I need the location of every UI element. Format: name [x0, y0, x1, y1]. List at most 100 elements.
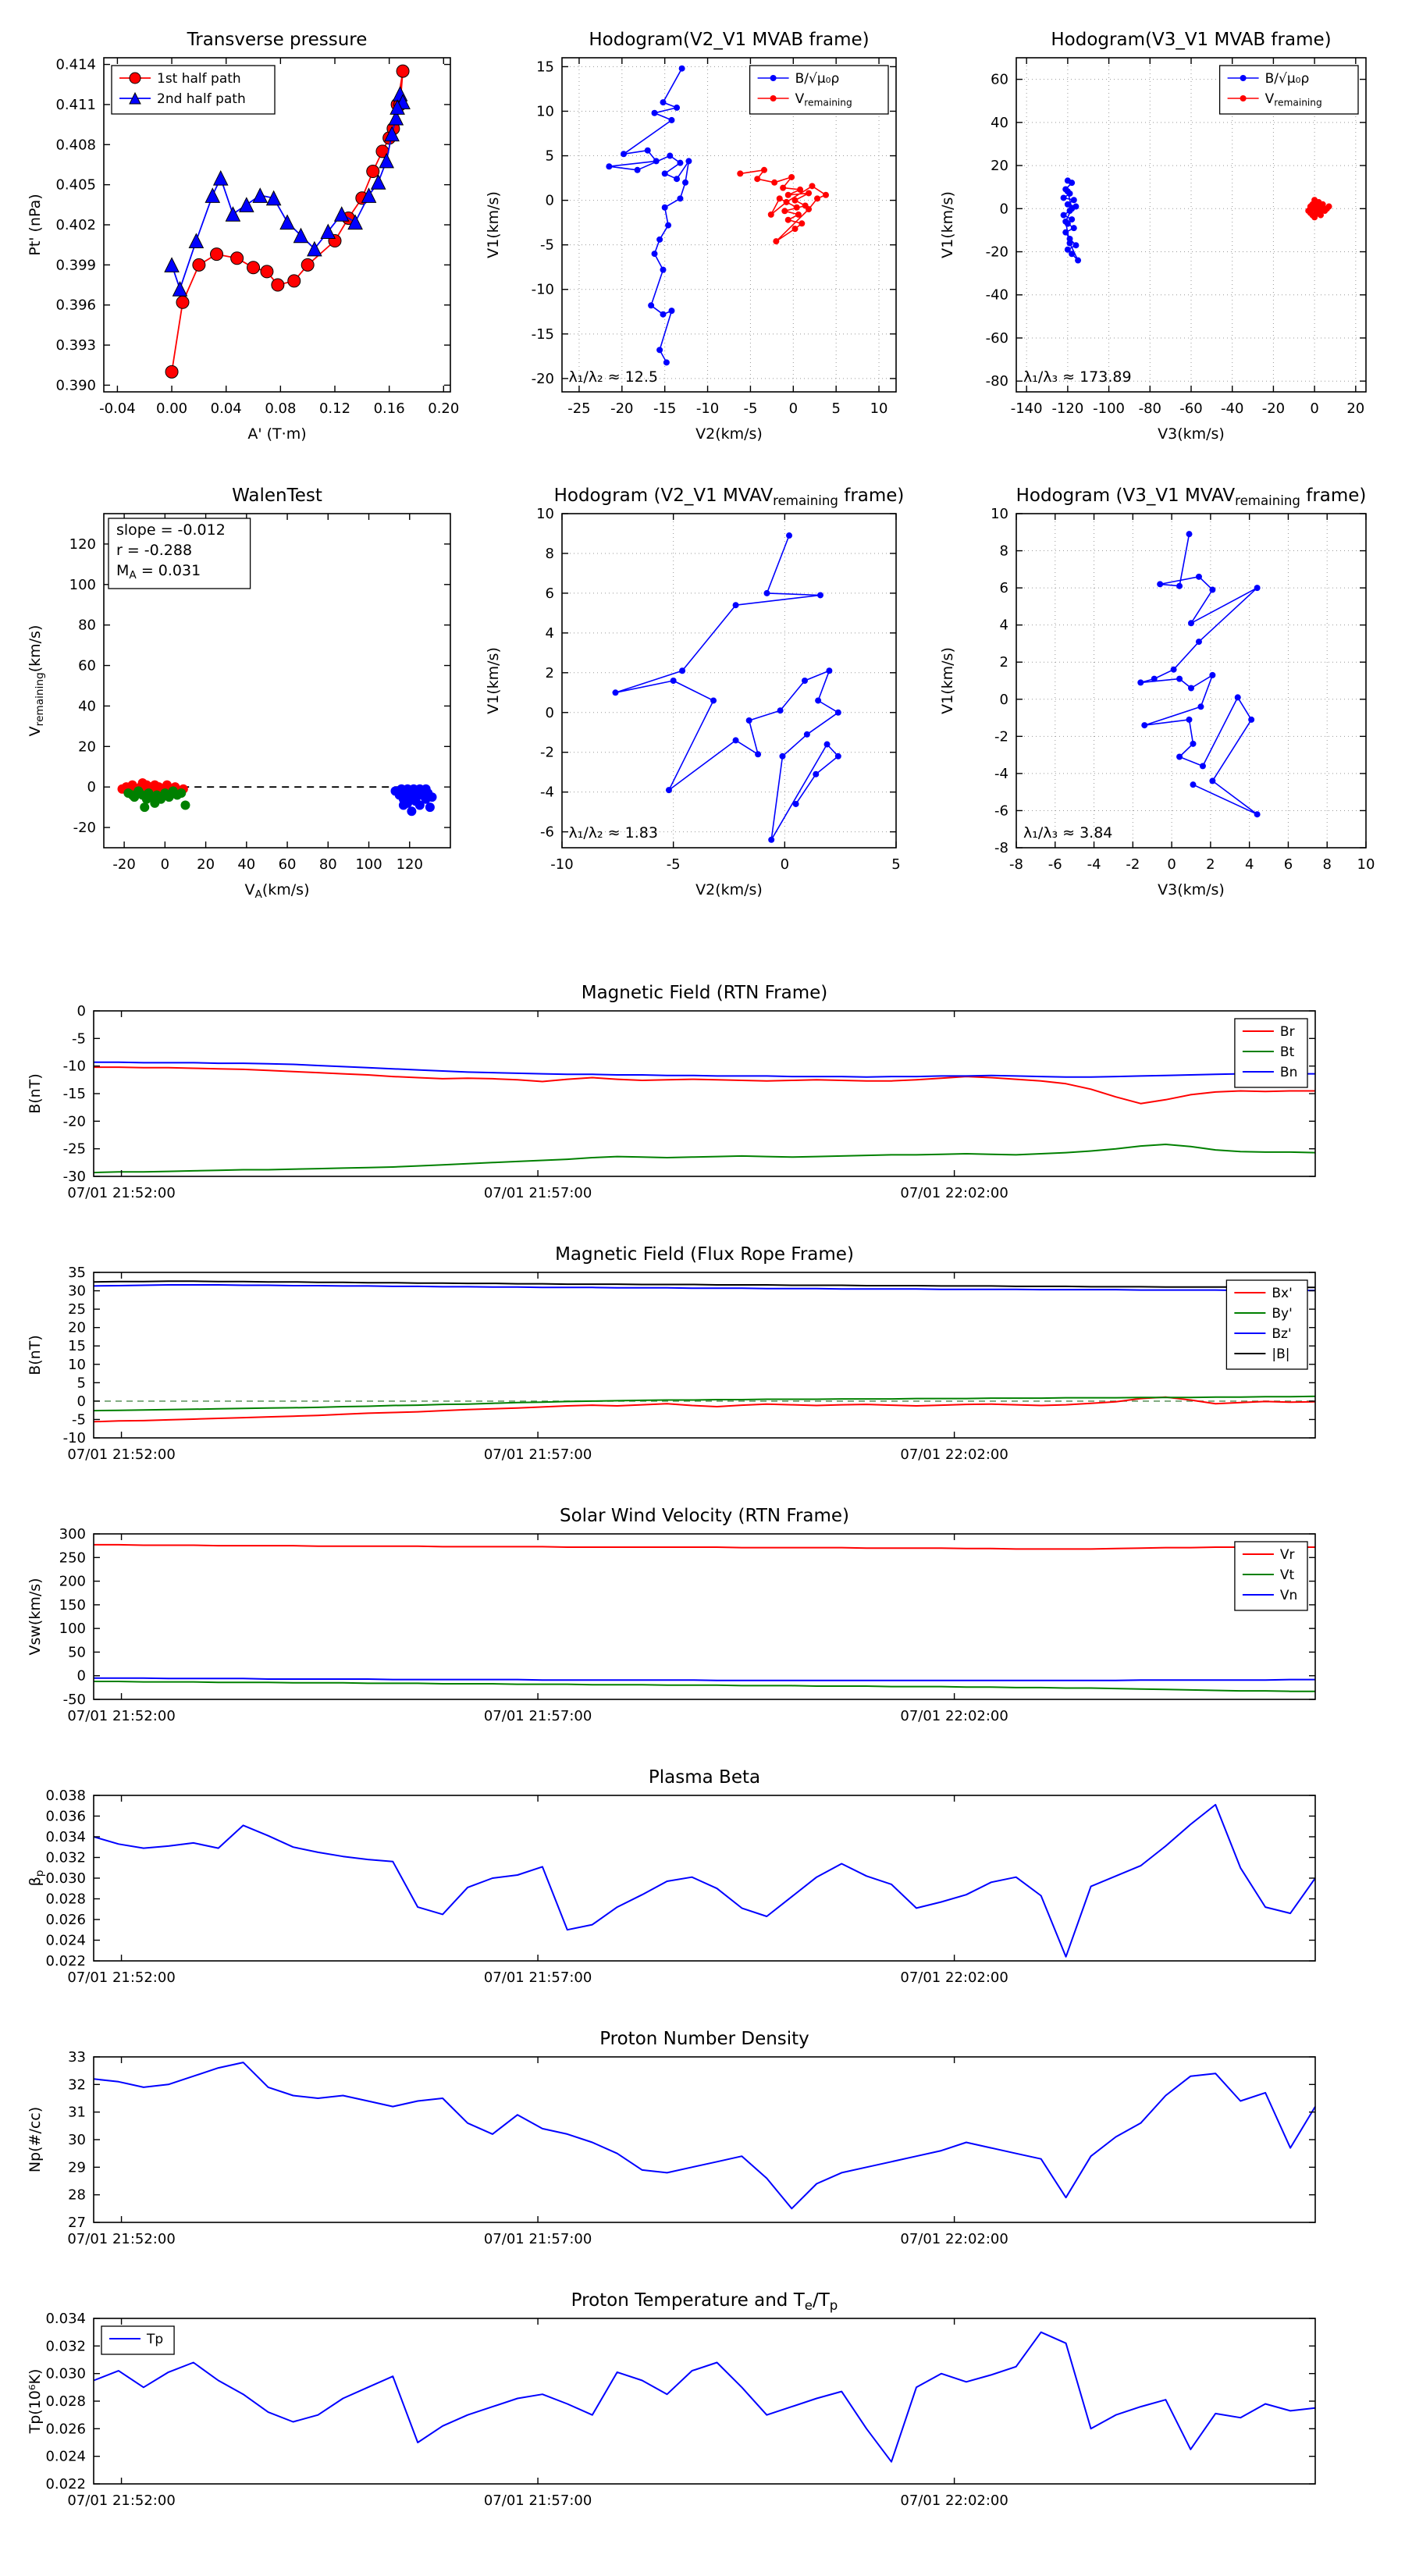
svg-text:0.034: 0.034 [45, 1829, 86, 1845]
svg-text:Bz': Bz' [1272, 1326, 1291, 1342]
axes-ticks: 07/01 21:52:00 07/01 21:57:00 07/01 22:02:… [45, 1788, 1315, 1986]
svg-text:0.414: 0.414 [55, 57, 96, 73]
svg-text:6: 6 [1000, 580, 1008, 596]
svg-text:0.405: 0.405 [55, 177, 96, 194]
svg-text:0: 0 [77, 1003, 86, 1019]
svg-text:-5: -5 [540, 237, 554, 254]
svg-text:0.024: 0.024 [45, 1933, 86, 1949]
axes-ticks: 07/01 21:52:00 07/01 21:57:00 07/01 22:02:… [63, 1265, 1315, 1463]
svg-text:Vt: Vt [1280, 1567, 1295, 1583]
svg-text:-5: -5 [72, 1030, 86, 1047]
svg-text:-30: -30 [63, 1169, 86, 1185]
svg-text:32: 32 [68, 2076, 86, 2093]
svg-text:MA = 0.031: MA = 0.031 [116, 562, 201, 582]
svg-text:V2(km/s): V2(km/s) [695, 425, 763, 443]
chart-canvas-proton-temperature: 07/01 21:52:00 07/01 21:57:00 07/01 22:02:… [27, 2290, 1316, 2509]
svg-text:Vn: Vn [1280, 1588, 1297, 1603]
svg-text:B/√μ₀ρ: B/√μ₀ρ [795, 71, 840, 87]
svg-text:30: 30 [68, 1283, 86, 1300]
chart-canvas-proton-number-density: 07/01 21:52:00 07/01 21:57:00 07/01 22:02:… [27, 2029, 1316, 2247]
svg-text:-100: -100 [1093, 400, 1125, 417]
svg-text:150: 150 [59, 1597, 86, 1614]
svg-text:0: 0 [77, 1668, 86, 1685]
axes-ticks: 07/01 21:52:00 07/01 21:57:00 07/01 22:02:… [63, 1003, 1315, 1201]
svg-text:5: 5 [891, 856, 900, 873]
svg-text:V1(km/s): V1(km/s) [939, 191, 956, 258]
svg-text:4: 4 [546, 625, 554, 642]
svg-text:Br: Br [1280, 1024, 1295, 1040]
svg-text:-60: -60 [986, 330, 1008, 347]
svg-text:10: 10 [68, 1357, 86, 1373]
svg-text:Plasma Beta: Plasma Beta [649, 1767, 760, 1788]
chart-transverse-pressure: -0.04 0.00 0.04 0.08 0.12 0.16 0.20 0.390 0.393 0… [20, 22, 466, 456]
svg-text:-6: -6 [994, 802, 1008, 819]
svg-text:V1(km/s): V1(km/s) [485, 191, 502, 258]
svg-text:B/√μ₀ρ: B/√μ₀ρ [1265, 71, 1310, 87]
svg-text:5: 5 [831, 400, 840, 417]
svg-text:λ₁/λ₂ ≈ 1.83: λ₁/λ₂ ≈ 1.83 [569, 824, 658, 841]
axes-ticks: -0.04 0.00 0.04 0.08 0.12 0.16 0.20 0.390 0.393 0… [55, 57, 459, 417]
svg-text:-80: -80 [1139, 400, 1161, 417]
svg-text:λ₁/λ₃ ≈ 173.89: λ₁/λ₃ ≈ 173.89 [1023, 368, 1132, 386]
svg-text:6: 6 [1284, 856, 1293, 873]
svg-text:40: 40 [991, 115, 1008, 131]
svg-text:80: 80 [319, 856, 337, 873]
svg-text:0.402: 0.402 [55, 217, 96, 233]
svg-text:0.399: 0.399 [55, 257, 96, 273]
svg-text:07/01 21:57:00: 07/01 21:57:00 [484, 1446, 592, 1463]
chart-proton-temperature: 07/01 21:52:00 07/01 21:57:00 07/01 22:02:… [20, 2287, 1387, 2531]
svg-text:-15: -15 [63, 1086, 86, 1102]
svg-text:0: 0 [1310, 400, 1318, 417]
svg-text:200: 200 [59, 1574, 86, 1590]
svg-text:0.030: 0.030 [45, 1870, 86, 1887]
svg-text:-20: -20 [1262, 400, 1285, 417]
svg-text:60: 60 [991, 72, 1008, 88]
svg-text:Tp(10⁶K): Tp(10⁶K) [27, 2369, 44, 2435]
svg-text:0.08: 0.08 [265, 400, 296, 417]
axes-ticks: -10 -5 0 5 -6 -4 -2 0 2 4 6 8 10 [536, 506, 901, 873]
svg-text:-8: -8 [994, 840, 1008, 856]
series-group [93, 1061, 1316, 1174]
svg-text:0.20: 0.20 [428, 400, 459, 417]
svg-text:5: 5 [77, 1375, 86, 1391]
svg-text:Hodogram(V2_V1 MVAB frame): Hodogram(V2_V1 MVAB frame) [589, 30, 869, 50]
svg-text:0.024: 0.024 [45, 2449, 86, 2465]
svg-text:-20: -20 [532, 371, 554, 387]
svg-text:07/01 21:52:00: 07/01 21:52:00 [67, 1185, 175, 1201]
svg-text:Bn: Bn [1280, 1065, 1297, 1080]
svg-text:λ₁/λ₃ ≈ 3.84: λ₁/λ₃ ≈ 3.84 [1023, 824, 1112, 841]
svg-text:0.036: 0.036 [45, 1809, 86, 1825]
svg-text:Pt' (nPa): Pt' (nPa) [27, 194, 44, 255]
svg-text:0.028: 0.028 [45, 1891, 86, 1908]
series-group [93, 2331, 1316, 2463]
svg-text:10: 10 [991, 506, 1008, 522]
svg-text:0.038: 0.038 [45, 1788, 86, 1804]
chart-plasma-beta: 07/01 21:52:00 07/01 21:57:00 07/01 22:02:… [20, 1764, 1387, 2008]
svg-text:WalenTest: WalenTest [232, 486, 322, 506]
svg-text:-50: -50 [63, 1692, 86, 1708]
svg-text:A' (T·m): A' (T·m) [247, 425, 306, 443]
svg-text:80: 80 [78, 617, 96, 634]
svg-text:-60: -60 [1179, 400, 1202, 417]
axes-ticks: -8 -6 -4 -2 0 2 4 6 8 10 -8 -6 -4 -2 0 2 4 6 8 10 [991, 506, 1375, 873]
chart-canvas-transverse-pressure: -0.04 0.00 0.04 0.08 0.12 0.16 0.20 0.390 0.393 0… [27, 30, 459, 443]
svg-text:-6: -6 [1048, 856, 1062, 873]
svg-text:250: 250 [59, 1550, 86, 1566]
svg-text:0: 0 [1000, 692, 1008, 708]
svg-text:-20: -20 [112, 856, 135, 873]
svg-text:29: 29 [68, 2159, 86, 2176]
svg-text:07/01 21:57:00: 07/01 21:57:00 [484, 2492, 592, 2509]
svg-text:0.032: 0.032 [45, 2338, 86, 2354]
svg-text:-25: -25 [63, 1141, 86, 1158]
svg-text:8: 8 [1000, 543, 1008, 560]
svg-text:-2: -2 [1126, 856, 1140, 873]
svg-text:-80: -80 [986, 373, 1008, 390]
svg-text:4: 4 [1245, 856, 1254, 873]
svg-text:0: 0 [1000, 201, 1008, 217]
chart-magnetic-field-rtn: 07/01 21:52:00 07/01 21:57:00 07/01 22:02:… [20, 980, 1387, 1223]
svg-text:0: 0 [781, 856, 789, 873]
svg-text:6: 6 [546, 585, 554, 602]
chart-walen-test: -20 0 20 40 60 80 100 120 -20 0 20 40 60 80 100 120 Wale… [20, 478, 466, 912]
svg-text:V3(km/s): V3(km/s) [1158, 425, 1225, 443]
svg-text:33: 33 [68, 2049, 86, 2065]
